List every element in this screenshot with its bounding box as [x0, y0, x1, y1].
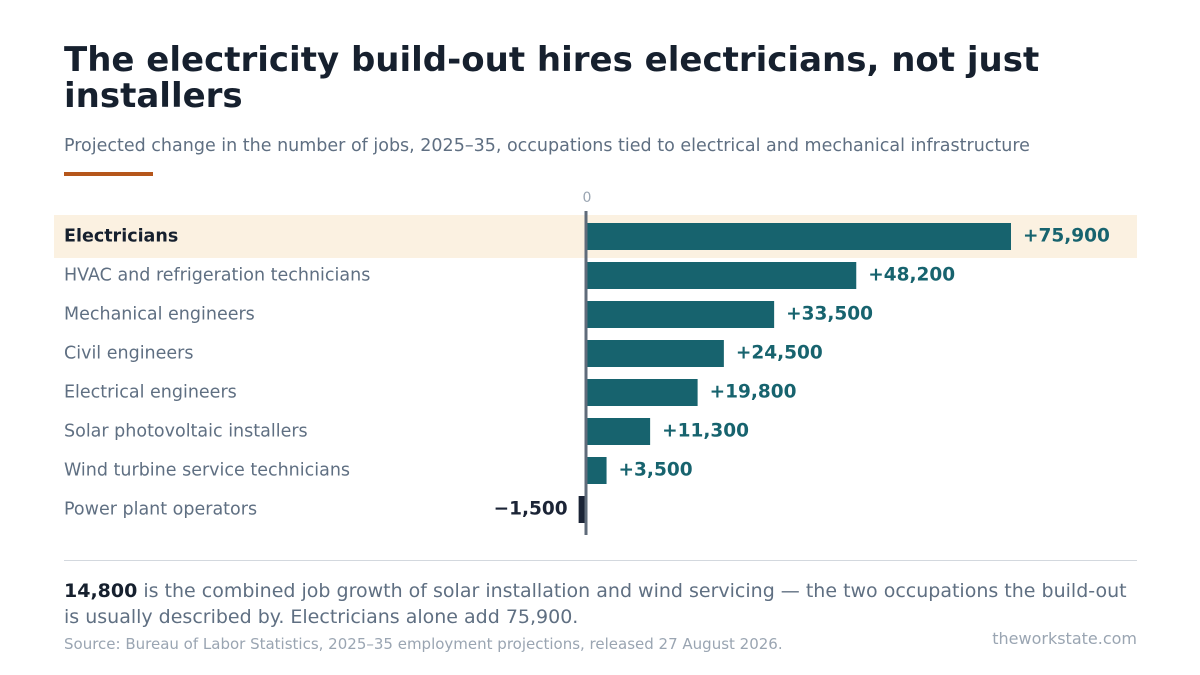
chart-subtitle: Projected change in the number of jobs, …: [64, 136, 1030, 156]
source-note: Source: Bureau of Labor Statistics, 2025…: [64, 635, 783, 653]
value-label: +3,500: [619, 460, 693, 481]
chart-title: The electricity build-out hires electric…: [64, 40, 1040, 116]
divider: [64, 560, 1137, 561]
accent-rule: [64, 172, 153, 176]
bar: [587, 301, 775, 328]
value-label: +11,300: [662, 421, 749, 442]
category-label: Electrical engineers: [64, 383, 237, 403]
bar: [578, 496, 587, 523]
category-label: Solar photovoltaic installers: [64, 422, 308, 442]
value-label: +19,800: [710, 382, 797, 403]
category-label: Mechanical engineers: [64, 305, 255, 325]
value-label: +75,900: [1023, 226, 1110, 247]
value-label: +48,200: [868, 265, 955, 286]
bar: [587, 262, 857, 289]
value-label: −1,500: [494, 499, 568, 520]
bar: [587, 457, 607, 484]
bar: [587, 340, 724, 367]
category-label: Wind turbine service technicians: [64, 461, 350, 481]
brand-link[interactable]: theworkstate.com: [992, 629, 1137, 648]
takeaway-note: 14,800 is the combined job growth of sola…: [64, 578, 1139, 630]
bar: [587, 379, 698, 406]
category-label: HVAC and refrigeration technicians: [64, 266, 370, 286]
zero-tick-label: 0: [583, 190, 592, 206]
bar-chart: Electricians +75,900 HVAC and refrigeratio…: [54, 190, 1137, 535]
category-label: Electricians: [64, 227, 178, 247]
bar: [587, 223, 1011, 250]
takeaway-text: is the combined job growth of solar inst…: [64, 580, 1127, 628]
category-label: Civil engineers: [64, 344, 194, 364]
takeaway-number: 14,800: [64, 580, 138, 602]
value-label: +24,500: [736, 343, 823, 364]
category-label: Power plant operators: [64, 500, 257, 520]
value-label: +33,500: [786, 304, 873, 325]
bar: [587, 418, 651, 445]
